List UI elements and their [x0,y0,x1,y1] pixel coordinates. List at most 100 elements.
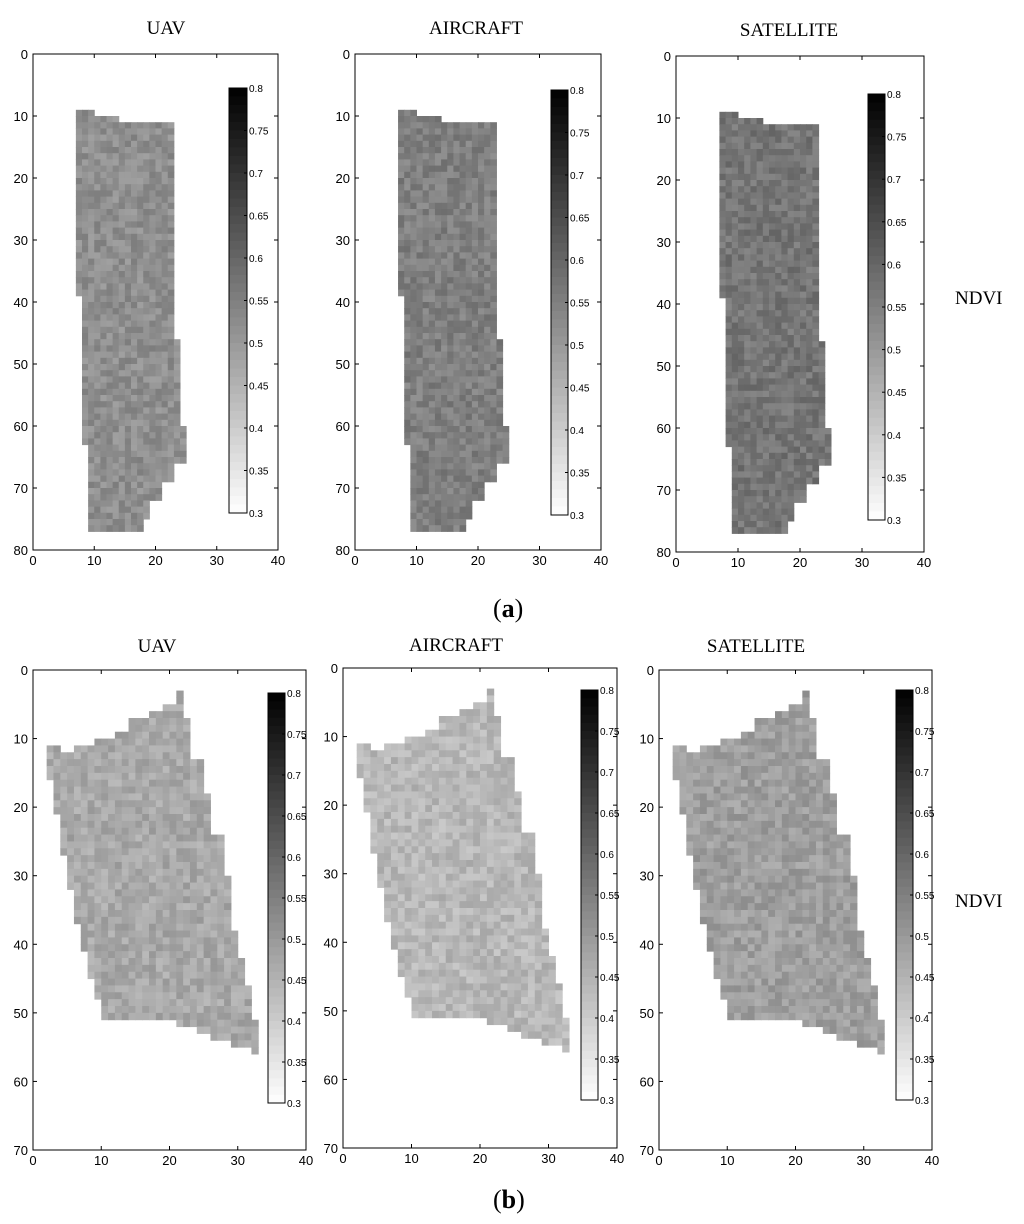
x-tick-label: 0 [351,553,358,568]
heatmap-cell [757,465,764,472]
heatmap-cell [769,217,776,224]
heatmap-cell [769,168,776,175]
heatmap-cell [484,172,491,179]
heatmap-cell [453,764,460,771]
heatmap-cell [788,465,795,472]
heatmap-cell [763,490,770,497]
heatmap-cell [435,525,442,532]
heatmap-cell [417,327,424,334]
heatmap-cell [812,366,819,373]
heatmap-cell [88,507,95,514]
heatmap-cell [781,385,788,392]
heatmap-cell [197,1027,204,1034]
heatmap-cell [719,279,726,286]
heatmap-cell [101,999,108,1006]
heatmap-cell [763,360,770,367]
heatmap-cell [794,199,801,206]
colorbar-step [268,1062,285,1071]
heatmap-cell [447,283,454,290]
heatmap-cell [490,445,497,452]
heatmap-cell [131,159,138,166]
heatmap-cell [800,329,807,336]
heatmap-cell [732,484,739,491]
heatmap-cell [163,896,170,903]
heatmap-cell [113,482,120,489]
heatmap-cell [738,199,745,206]
heatmap-cell [245,999,252,1006]
heatmap-cell [775,130,782,137]
heatmap-cell [125,190,132,197]
heatmap-cell [156,128,163,135]
heatmap-cell [100,277,107,284]
heatmap-cell [812,223,819,230]
heatmap-cell [108,821,115,828]
colorbar-tick-label: 0.45 [249,382,269,393]
heatmap-cell [398,833,405,840]
colorbar-step [229,207,247,216]
heatmap-cell [149,234,156,241]
heatmap-cell [501,853,508,860]
heatmap-cell [125,172,132,179]
heatmap-cell [113,432,120,439]
heatmap-cell [67,821,74,828]
heatmap-cell [122,841,129,848]
heatmap-cell [487,785,494,792]
heatmap-cell [370,757,377,764]
heatmap-cell [231,1033,238,1040]
heatmap-cell [125,376,132,383]
heatmap-cell [446,860,453,867]
heatmap-cell [453,197,460,204]
colorbar-step [551,133,568,142]
heatmap-cell [137,234,144,241]
colorbar-tick-label: 0.7 [287,771,301,782]
heatmap-cell [459,805,466,812]
heatmap-cell [129,889,136,896]
heatmap-cell [108,793,115,800]
heatmap-cell [176,924,183,931]
heatmap-cell [170,780,177,787]
heatmap-cell [156,407,163,414]
heatmap-cell [417,172,424,179]
heatmap-cell [794,440,801,447]
heatmap-cell [825,453,832,460]
heatmap-cell [174,401,181,408]
heatmap-cell [168,259,175,266]
heatmap-cell [94,855,101,862]
heatmap-cell [122,800,129,807]
colorbar-step [268,824,285,833]
heatmap-cell [231,937,238,944]
heatmap-cell [800,391,807,398]
heatmap-cell [398,826,405,833]
colorbar-step [229,437,247,446]
heatmap-cell [88,234,95,241]
heatmap-cell [423,314,430,321]
heatmap-cell [726,285,733,292]
heatmap-cell [142,828,149,835]
heatmap-cell [484,451,491,458]
heatmap-cell [100,469,107,476]
heatmap-cell [94,333,101,340]
heatmap-cell [800,378,807,385]
heatmap-cell [788,329,795,336]
colorbar-step [229,97,247,106]
heatmap-cell [108,985,115,992]
heatmap-cell [404,178,411,185]
heatmap-cell [125,488,132,495]
heatmap-cell [135,903,142,910]
heatmap-cell [113,519,120,526]
heatmap-cell [429,141,436,148]
heatmap-cell [732,137,739,144]
heatmap-cell [88,951,95,958]
heatmap-cell [60,787,67,794]
heatmap-cell [149,122,156,129]
heatmap-cell [453,853,460,860]
heatmap-cell [170,896,177,903]
heatmap-cell [217,889,224,896]
heatmap-cell [224,896,231,903]
heatmap-cell [176,937,183,944]
heatmap-cell [410,283,417,290]
heatmap-cell [775,217,782,224]
heatmap-cell [370,778,377,785]
heatmap-cell [800,366,807,373]
colorbar-tick-label: 0.4 [887,431,901,442]
